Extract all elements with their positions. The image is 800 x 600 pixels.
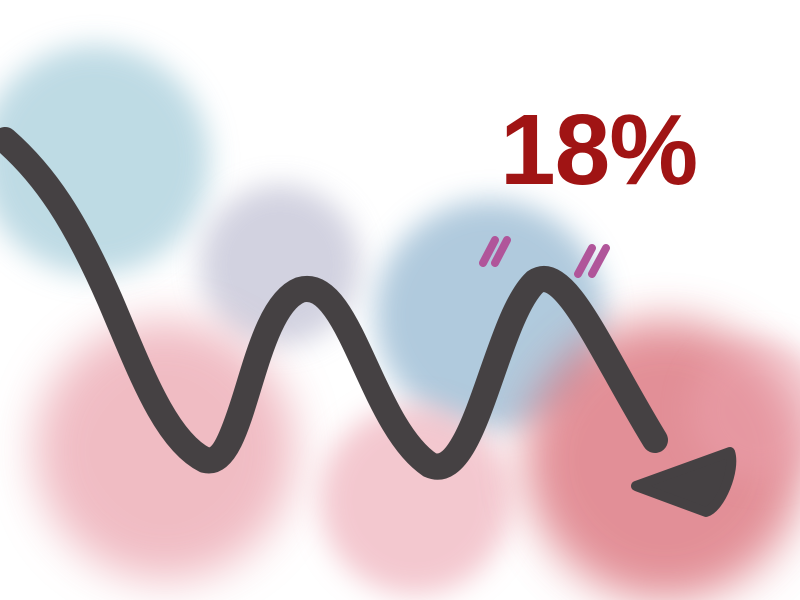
pink-wash-blob-right-edge [690, 340, 800, 480]
watercolor-background [0, 45, 800, 600]
steel-blue-wash-blob [375, 200, 605, 430]
arrow-line [0, 127, 668, 480]
tick-pair-left [479, 236, 511, 267]
arrow-head [631, 447, 737, 517]
headline-percentage: 18% [500, 94, 698, 206]
pink-wash-blob-left [35, 320, 295, 580]
tick-pair-right [574, 244, 610, 278]
double-tick-marks-icon [479, 236, 610, 278]
blue-wash-blob [0, 45, 210, 275]
zigzag-down-arrow-icon [0, 127, 737, 517]
